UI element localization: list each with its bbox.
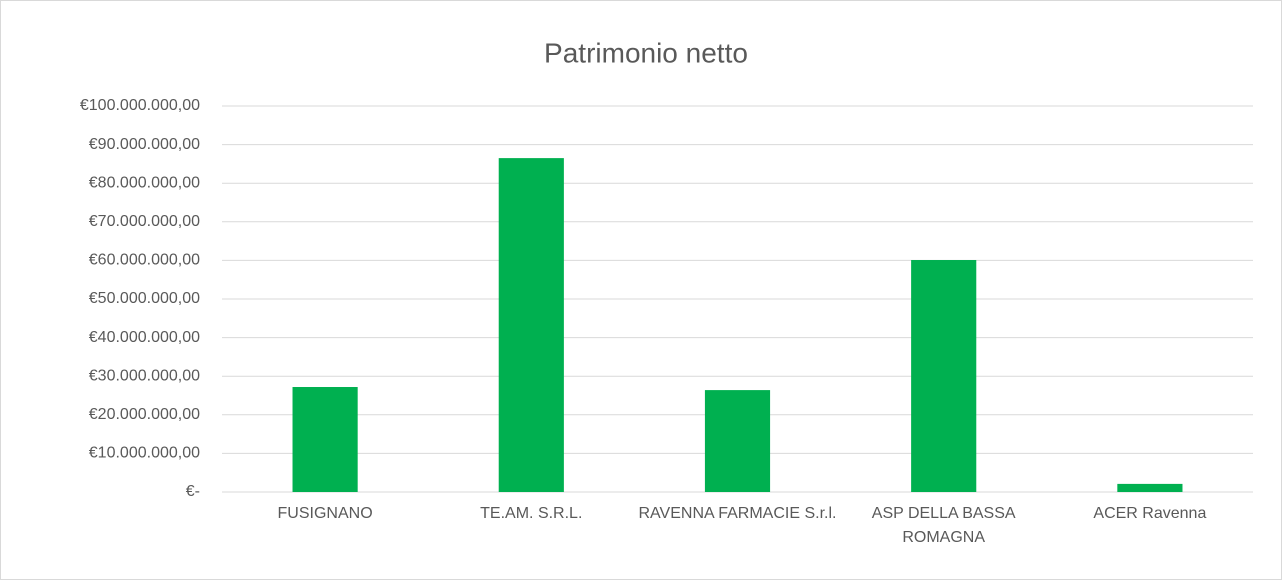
y-tick-label: €- xyxy=(186,483,200,500)
bar xyxy=(911,260,977,492)
y-tick-label: €30.000.000,00 xyxy=(89,367,200,384)
y-tick-label: €10.000.000,00 xyxy=(89,445,200,462)
y-tick-label: €60.000.000,00 xyxy=(89,252,200,269)
y-tick-label: €90.000.000,00 xyxy=(89,136,200,153)
x-tick-label: ASP DELLA BASSA ROMAGNA xyxy=(871,505,1016,546)
bar xyxy=(1117,483,1183,492)
bar xyxy=(498,158,564,493)
x-tick-label: RAVENNA FARMACIE S.r.l. xyxy=(638,505,837,522)
x-tick-label: ACER Ravenna xyxy=(1093,505,1207,522)
y-tick-label: €100.000.000,00 xyxy=(80,97,200,114)
chart-title: Patrimonio netto xyxy=(544,37,748,68)
y-tick-label: €80.000.000,00 xyxy=(89,174,200,191)
y-tick-label: €40.000.000,00 xyxy=(89,329,200,346)
y-tick-label: €20.000.000,00 xyxy=(89,406,200,423)
x-tick-label: TE.AM. S.R.L. xyxy=(480,505,583,522)
bar xyxy=(704,390,771,492)
y-tick-label: €50.000.000,00 xyxy=(89,290,200,307)
x-tick-label: FUSIGNANO xyxy=(277,505,373,522)
bar xyxy=(292,387,358,492)
y-tick-label: €70.000.000,00 xyxy=(89,213,200,230)
